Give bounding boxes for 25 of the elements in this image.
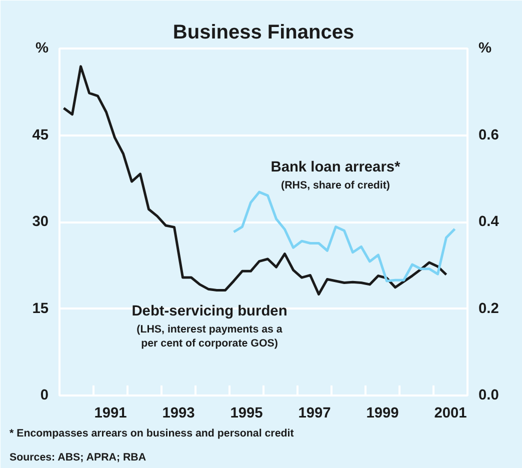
source-note: Sources: ABS; APRA; RBA bbox=[10, 452, 146, 464]
y-tick-label: 0 bbox=[40, 388, 49, 404]
text: * Encompasses arrears on business and personal credit bbox=[10, 428, 294, 440]
annotation: (RHS, share of credit) bbox=[281, 180, 390, 192]
x-tick-label: 1997 bbox=[298, 406, 331, 422]
y2-axis-title: % bbox=[478, 40, 492, 56]
y2-tick-label: 0.2 bbox=[478, 300, 499, 317]
series-label: Bank loan arrears* bbox=[270, 160, 401, 176]
y-axis-title: % bbox=[35, 40, 49, 56]
y-tick-label: 15 bbox=[32, 300, 49, 317]
chart-title: Business Finances bbox=[172, 22, 354, 44]
x-tick-label: 1995 bbox=[230, 406, 263, 422]
y2-tick-label: 0.0 bbox=[478, 388, 499, 404]
line-series bbox=[232, 190, 456, 282]
y-tick-label: 30 bbox=[32, 214, 49, 230]
annotation: (LHS, interest payments as a per cent of corporate GOS) bbox=[136, 324, 282, 350]
x-tick-label: 1991 bbox=[94, 406, 127, 422]
x-tick-label: 1999 bbox=[366, 406, 399, 422]
series-label: Debt-servicing burden bbox=[132, 304, 288, 320]
y2-tick-label: 0.4 bbox=[478, 214, 500, 230]
line-series bbox=[62, 65, 448, 296]
x-tick-label: 1993 bbox=[162, 406, 195, 422]
x-tick-label: 2001 bbox=[434, 406, 467, 422]
y-tick-label: 45 bbox=[32, 127, 49, 144]
y2-tick-label: 0.6 bbox=[478, 127, 499, 144]
